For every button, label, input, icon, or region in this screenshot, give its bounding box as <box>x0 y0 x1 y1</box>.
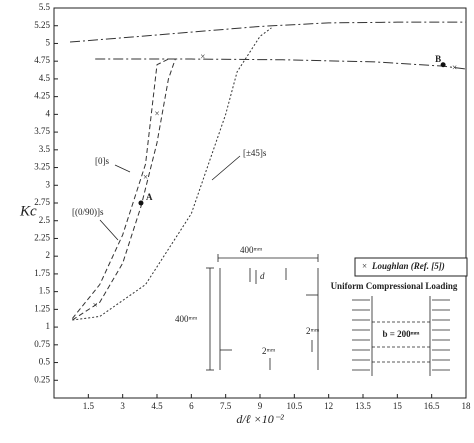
plate-width: 400ᵐᵐ <box>240 245 263 255</box>
y-axis-label: Kc <box>19 203 37 219</box>
y-tick-label: 5.5 <box>39 2 51 12</box>
x-axis-label: d/ℓ ×10⁻² <box>236 412 284 426</box>
y-tick-label: 1 <box>46 321 51 331</box>
y-tick-label: 0.25 <box>34 374 50 384</box>
point-label: B <box>435 54 441 64</box>
x-tick-label: 13.5 <box>355 401 371 411</box>
cross-marker: × <box>93 300 98 310</box>
curve-label: [0]s <box>95 156 109 166</box>
cross-marker: × <box>154 108 159 118</box>
y-tick-label: 5 <box>46 38 51 48</box>
y-tick-label: 4.5 <box>39 73 51 83</box>
legend-marker: × <box>362 261 367 271</box>
x-tick-label: 12 <box>324 401 333 411</box>
x-tick-label: 16.5 <box>424 401 440 411</box>
y-tick-label: 4 <box>46 108 51 118</box>
y-tick-label: 0.5 <box>39 357 51 367</box>
curve-label: [(0/90)]s <box>72 207 104 217</box>
y-tick-label: 3 <box>46 179 51 189</box>
point <box>440 62 446 68</box>
cross-marker: × <box>452 62 457 72</box>
y-tick-label: 2 <box>46 250 51 260</box>
plate-height: 400ᵐᵐ <box>175 314 198 324</box>
legend <box>354 257 468 277</box>
y-tick-label: 2.5 <box>39 215 51 225</box>
y-tick-label: 3.25 <box>34 162 50 172</box>
curve <box>95 58 467 70</box>
y-tick-label: 2.25 <box>34 233 50 243</box>
point-label: A <box>146 192 153 202</box>
x-tick-label: 1.5 <box>83 401 95 411</box>
curve <box>69 21 466 43</box>
x-tick-label: 4.5 <box>151 401 163 411</box>
loaded-width-bg <box>376 328 426 342</box>
y-tick-label: 3.5 <box>39 144 51 154</box>
curve <box>72 27 272 321</box>
y-tick-label: 0.75 <box>34 339 50 349</box>
y-tick-label: 4.75 <box>34 55 50 65</box>
loading-diagram <box>352 296 450 376</box>
gap-bottom: 2ᵐᵐ <box>262 346 276 356</box>
curve-label: [±45]s <box>243 148 267 158</box>
x-tick-label: 15 <box>393 401 403 411</box>
x-tick-label: 3 <box>120 401 125 411</box>
x-tick-label: 18 <box>462 401 472 411</box>
plate-diagram <box>206 254 319 371</box>
y-tick-label: 1.5 <box>39 286 51 296</box>
label-pointers <box>99 155 241 241</box>
y-tick-label: 1.75 <box>34 268 50 278</box>
x-tick-label: 9 <box>258 401 263 411</box>
cross-marker: × <box>143 172 148 182</box>
loading-title: Uniform Compressional Loading <box>331 281 458 291</box>
curve <box>72 58 176 321</box>
legend-label: Loughlan (Ref. [5]) <box>371 261 445 271</box>
x-tick-label: 6 <box>189 401 194 411</box>
y-tick-label: 5.25 <box>34 20 50 30</box>
y-tick-label: 3.75 <box>34 126 50 136</box>
cross-marker: × <box>200 52 205 62</box>
y-tick-label: 1.25 <box>34 303 50 313</box>
curve <box>71 58 169 319</box>
y-tick-label: 2.75 <box>34 197 50 207</box>
crack-label: d <box>260 271 265 281</box>
y-tick-label: 4.25 <box>34 91 50 101</box>
point <box>138 200 144 206</box>
loaded-width: b = 200ᵐᵐ <box>383 329 421 339</box>
x-tick-label: 7.5 <box>220 401 232 411</box>
x-tick-label: 10.5 <box>286 401 302 411</box>
gap-right: 2ᵐᵐ <box>306 326 320 336</box>
